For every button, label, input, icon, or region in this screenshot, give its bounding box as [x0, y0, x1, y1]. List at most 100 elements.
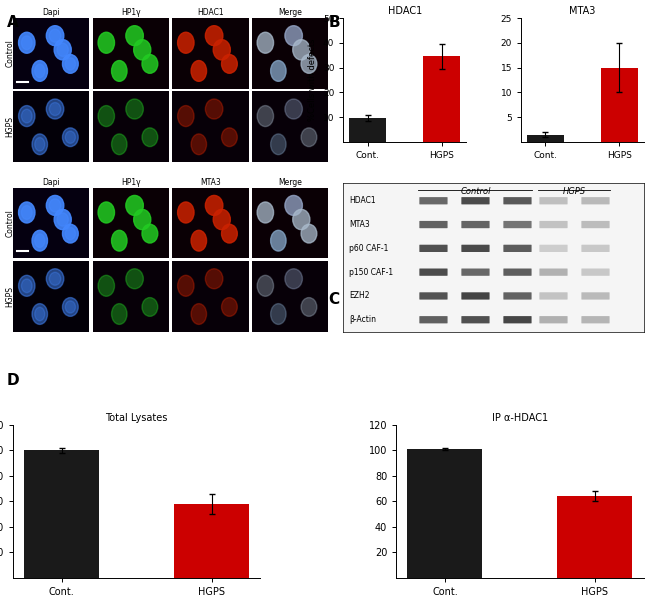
FancyBboxPatch shape [462, 197, 489, 205]
Ellipse shape [62, 55, 78, 73]
FancyBboxPatch shape [419, 316, 448, 323]
Ellipse shape [34, 307, 45, 321]
Ellipse shape [142, 55, 158, 73]
Text: EZH2: EZH2 [350, 291, 370, 300]
Ellipse shape [191, 134, 207, 155]
FancyBboxPatch shape [419, 244, 448, 252]
Ellipse shape [98, 33, 114, 53]
FancyBboxPatch shape [503, 316, 532, 323]
Ellipse shape [222, 55, 237, 73]
FancyBboxPatch shape [419, 293, 448, 300]
Ellipse shape [62, 297, 78, 316]
FancyBboxPatch shape [581, 293, 610, 300]
Ellipse shape [285, 196, 302, 216]
FancyBboxPatch shape [581, 244, 610, 252]
Ellipse shape [65, 228, 75, 240]
Ellipse shape [19, 105, 35, 126]
Ellipse shape [301, 128, 317, 147]
FancyBboxPatch shape [462, 244, 489, 252]
Bar [174, 504, 249, 578]
Title: MTA3: MTA3 [200, 178, 220, 187]
Ellipse shape [257, 202, 274, 223]
Ellipse shape [205, 268, 223, 289]
Ellipse shape [177, 33, 194, 53]
Ellipse shape [213, 209, 230, 230]
Bar [408, 449, 482, 578]
Ellipse shape [62, 128, 78, 147]
Ellipse shape [142, 128, 158, 147]
Ellipse shape [49, 199, 60, 212]
Y-axis label: Control: Control [6, 209, 15, 237]
Bar [423, 57, 460, 142]
Ellipse shape [98, 202, 114, 223]
Ellipse shape [213, 40, 230, 60]
Ellipse shape [19, 275, 35, 296]
Ellipse shape [32, 303, 47, 324]
Ellipse shape [21, 279, 32, 293]
Ellipse shape [301, 224, 317, 243]
Ellipse shape [222, 297, 237, 316]
Title: Merge: Merge [278, 8, 302, 17]
Ellipse shape [126, 196, 144, 216]
Ellipse shape [257, 33, 274, 53]
Ellipse shape [65, 131, 75, 143]
Bar [601, 67, 638, 142]
Ellipse shape [257, 275, 274, 296]
Ellipse shape [205, 99, 223, 119]
FancyBboxPatch shape [462, 293, 489, 300]
Ellipse shape [222, 224, 237, 243]
Ellipse shape [134, 40, 151, 60]
Ellipse shape [21, 206, 32, 219]
Ellipse shape [142, 224, 158, 243]
Title: HDAC1: HDAC1 [197, 8, 224, 17]
FancyBboxPatch shape [462, 316, 489, 323]
Ellipse shape [177, 105, 194, 126]
Title: MTA3: MTA3 [569, 6, 595, 16]
Ellipse shape [285, 99, 302, 119]
Text: B: B [328, 15, 340, 30]
Bar [349, 119, 386, 142]
Ellipse shape [32, 134, 47, 155]
FancyBboxPatch shape [503, 244, 532, 252]
FancyBboxPatch shape [540, 244, 567, 252]
Ellipse shape [54, 40, 72, 60]
Ellipse shape [34, 234, 45, 247]
FancyBboxPatch shape [540, 197, 567, 205]
Text: HGPS: HGPS [563, 187, 586, 196]
FancyBboxPatch shape [581, 221, 610, 228]
Text: Control: Control [460, 187, 491, 196]
Ellipse shape [21, 36, 32, 49]
Ellipse shape [301, 55, 317, 73]
Ellipse shape [46, 99, 64, 119]
Title: Dapi: Dapi [42, 8, 60, 17]
Ellipse shape [177, 275, 194, 296]
Ellipse shape [112, 134, 127, 155]
Text: C: C [328, 292, 339, 307]
Ellipse shape [270, 61, 286, 81]
FancyBboxPatch shape [503, 293, 532, 300]
FancyBboxPatch shape [581, 316, 610, 323]
Ellipse shape [112, 303, 127, 324]
Ellipse shape [62, 224, 78, 243]
Ellipse shape [257, 105, 274, 126]
Y-axis label: HGPS: HGPS [6, 116, 15, 137]
Ellipse shape [142, 297, 158, 316]
Y-axis label: HGPS: HGPS [6, 286, 15, 307]
Ellipse shape [205, 26, 223, 46]
Ellipse shape [49, 102, 60, 116]
Ellipse shape [285, 26, 302, 46]
Ellipse shape [191, 61, 207, 81]
Ellipse shape [57, 43, 68, 57]
Ellipse shape [32, 231, 47, 251]
FancyBboxPatch shape [540, 316, 567, 323]
FancyBboxPatch shape [419, 197, 448, 205]
Ellipse shape [65, 301, 75, 313]
FancyBboxPatch shape [462, 268, 489, 276]
Ellipse shape [292, 209, 310, 230]
Ellipse shape [32, 61, 47, 81]
Ellipse shape [19, 33, 35, 53]
Text: p60 CAF-1: p60 CAF-1 [350, 244, 389, 253]
FancyBboxPatch shape [581, 268, 610, 276]
Ellipse shape [126, 26, 144, 46]
Ellipse shape [21, 109, 32, 123]
